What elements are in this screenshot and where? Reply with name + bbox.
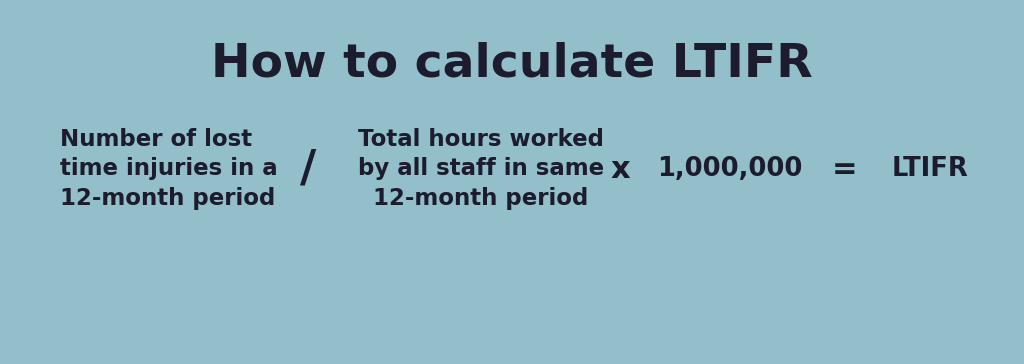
Text: 1,000,000: 1,000,000 — [657, 156, 803, 182]
Text: Number of lost
time injuries in a
12-month period: Number of lost time injuries in a 12-mon… — [60, 128, 278, 210]
Text: LTIFR: LTIFR — [892, 156, 969, 182]
Text: How to calculate LTIFR: How to calculate LTIFR — [211, 41, 813, 87]
Text: =: = — [833, 154, 858, 183]
Text: x: x — [610, 154, 630, 183]
Text: Total hours worked
by all staff in same
12-month period: Total hours worked by all staff in same … — [358, 128, 604, 210]
Text: /: / — [300, 147, 316, 190]
